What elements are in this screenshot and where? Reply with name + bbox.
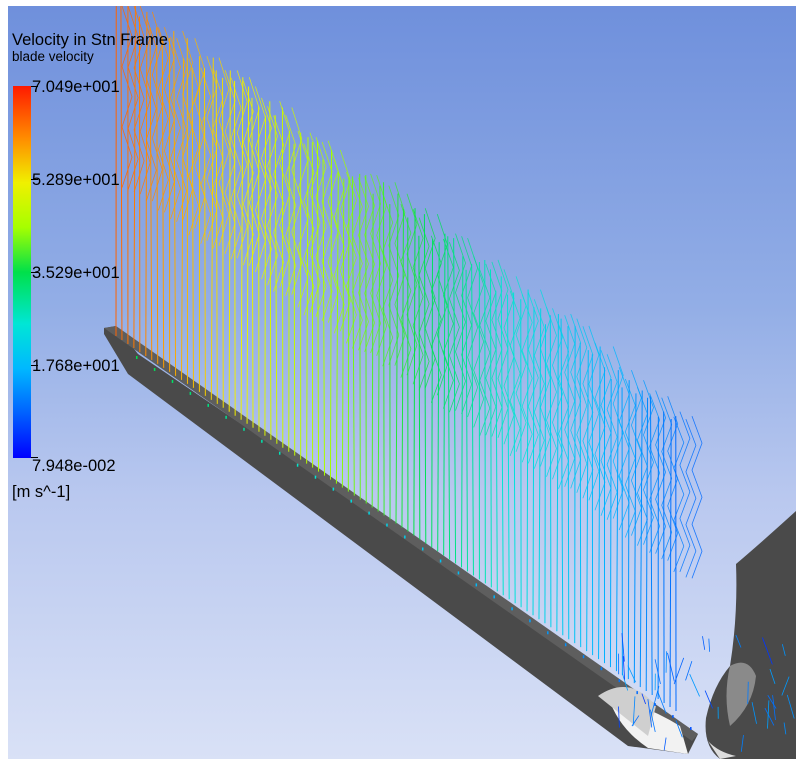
- cfd-scene[interactable]: [8, 6, 796, 759]
- tick-mark: [31, 457, 38, 458]
- tick-mark: [31, 272, 38, 273]
- tick-label-min: 7.948e-002: [32, 457, 116, 475]
- legend-title: Velocity in Stn Frame: [12, 31, 168, 49]
- color-bar: [13, 86, 31, 458]
- tick-label-3: 3.529e+001: [32, 264, 120, 282]
- main-blade: [104, 326, 698, 754]
- tick-mark: [31, 179, 38, 180]
- surface-vectors: [136, 356, 692, 731]
- tick-mark: [31, 86, 38, 87]
- legend-units: [m s^-1]: [12, 483, 71, 501]
- tick-label-4: 1.768e+001: [32, 357, 120, 375]
- legend-subtitle: blade velocity: [12, 49, 94, 64]
- cfd-viewport[interactable]: Velocity in Stn Frame blade velocity 7.0…: [8, 6, 796, 759]
- velocity-streamlines: [115, 6, 795, 752]
- tick-label-2: 5.289e+001: [32, 171, 120, 189]
- tick-label-max: 7.049e+001: [32, 78, 120, 96]
- second-blade: [705, 511, 796, 759]
- tick-mark: [31, 365, 38, 366]
